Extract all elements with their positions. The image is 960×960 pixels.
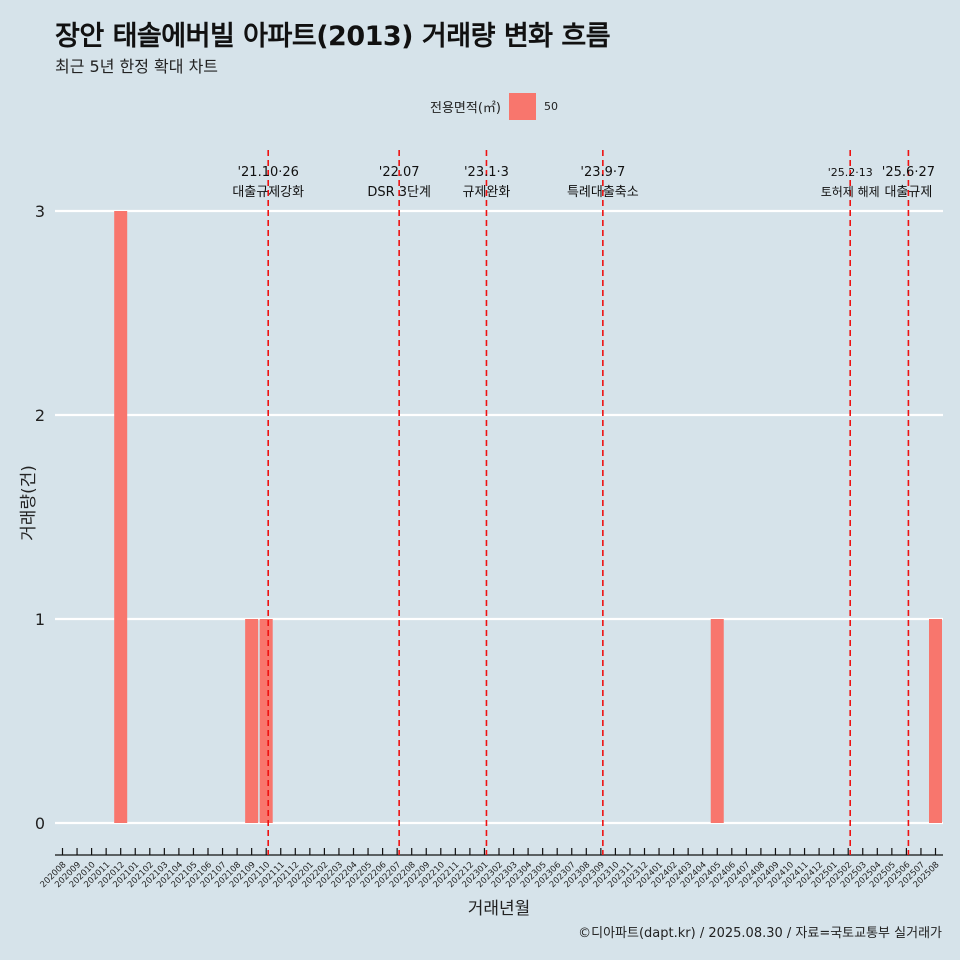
bar — [259, 619, 273, 823]
legend: 전용면적(㎡) 50 — [430, 93, 558, 120]
annotation-date: '22.07 — [379, 165, 420, 180]
y-tick-label: 3 — [35, 202, 45, 221]
bar — [929, 619, 942, 823]
y-tick-label: 1 — [35, 610, 45, 629]
legend-entry: 50 — [543, 100, 558, 113]
y-tick-label: 0 — [35, 814, 45, 833]
annotation-label: 대출규제 — [884, 185, 932, 200]
bar — [114, 211, 128, 823]
annotation-date: '25.6·27 — [882, 165, 935, 180]
y-tick-label: 2 — [35, 406, 45, 425]
x-axis-title: 거래년월 — [468, 899, 531, 919]
bar — [710, 619, 724, 823]
annotation-label: 대출규제강화 — [232, 185, 304, 200]
annotation-date: '21.10·26 — [237, 165, 298, 180]
annotation-label: 토허제 해제 — [821, 185, 880, 199]
annotation-label: 규제완화 — [463, 185, 511, 200]
bar — [245, 619, 259, 823]
y-axis-title: 거래량(건) — [19, 465, 39, 541]
annotation-label: DSR 3단계 — [367, 185, 431, 200]
annotation-date: '25.2·13 — [828, 166, 873, 179]
annotation-label: 특례대출축소 — [567, 185, 639, 200]
chart-subtitle: 최근 5년 한정 확대 차트 — [55, 57, 219, 76]
source-caption: ©디아파트(dapt.kr) / 2025.08.30 / 자료=국토교통부 실… — [578, 926, 942, 941]
annotation-date: '23.9·7 — [580, 165, 625, 180]
annotation-date: '23.1·3 — [464, 165, 509, 180]
legend-title: 전용면적(㎡) — [430, 101, 501, 116]
legend-swatch — [508, 93, 536, 120]
chart-title: 장안 태솔에버빌 아파트(2013) 거래량 변화 흐름 — [55, 21, 611, 52]
